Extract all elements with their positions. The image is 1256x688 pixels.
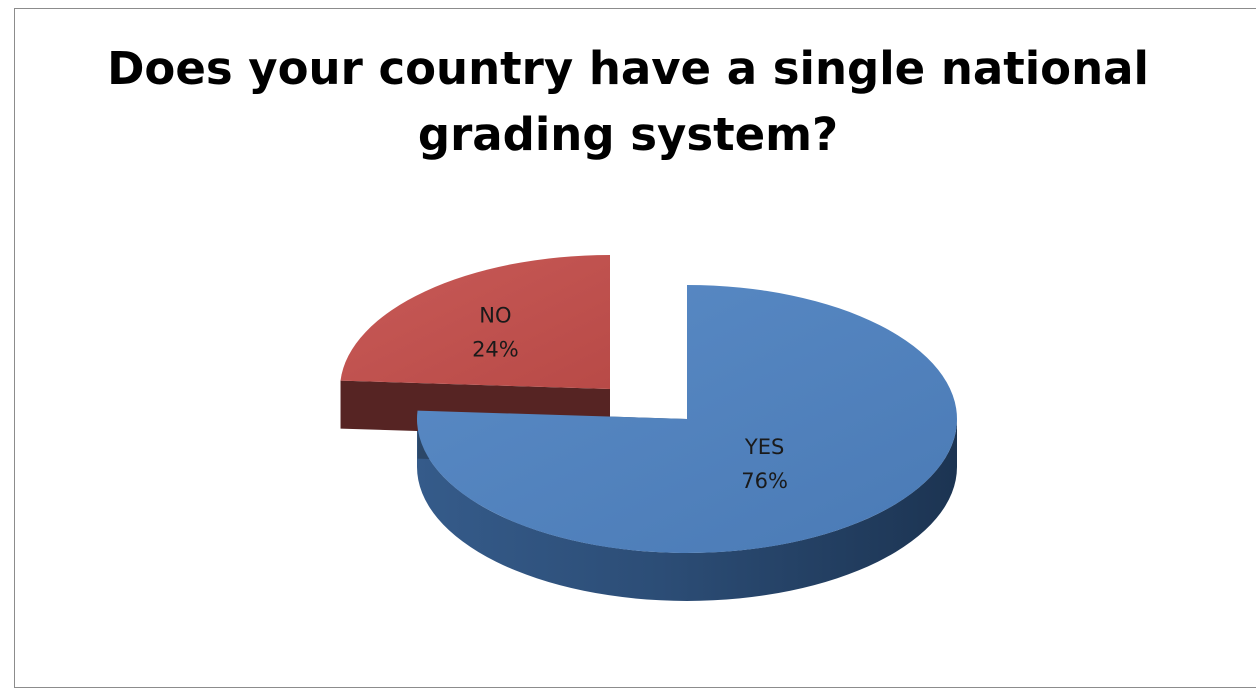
pie-slice-no [340, 255, 610, 389]
chart-title: Does your country have a single national… [0, 36, 1256, 168]
pie-slice-no-label: NO [479, 303, 511, 327]
pie-slice-yes-value-label: 76% [741, 469, 788, 493]
pie-slice-yes-outer-side [417, 419, 957, 601]
chart-title-line-1: Does your country have a single national [107, 42, 1149, 95]
pie-slices: YES 76% NO 24% [340, 255, 958, 601]
pie-slice-no-value-label: 24% [472, 337, 519, 361]
pie-tops [340, 255, 958, 553]
pie-labels: YES 76% NO 24% [472, 303, 788, 493]
pie-slice-yes [417, 285, 958, 553]
chart-title-line-2: grading system? [417, 108, 839, 161]
pie-slice-yes-label: YES [744, 435, 784, 459]
